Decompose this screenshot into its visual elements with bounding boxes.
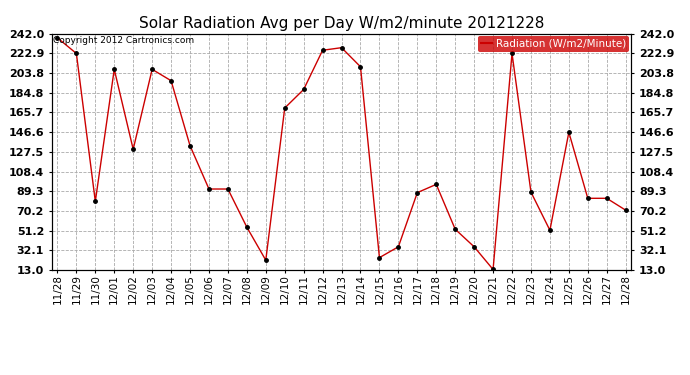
Text: Copyright 2012 Cartronics.com: Copyright 2012 Cartronics.com [53, 36, 194, 45]
Legend: Radiation (W/m2/Minute): Radiation (W/m2/Minute) [478, 36, 629, 52]
Title: Solar Radiation Avg per Day W/m2/minute 20121228: Solar Radiation Avg per Day W/m2/minute … [139, 16, 544, 31]
